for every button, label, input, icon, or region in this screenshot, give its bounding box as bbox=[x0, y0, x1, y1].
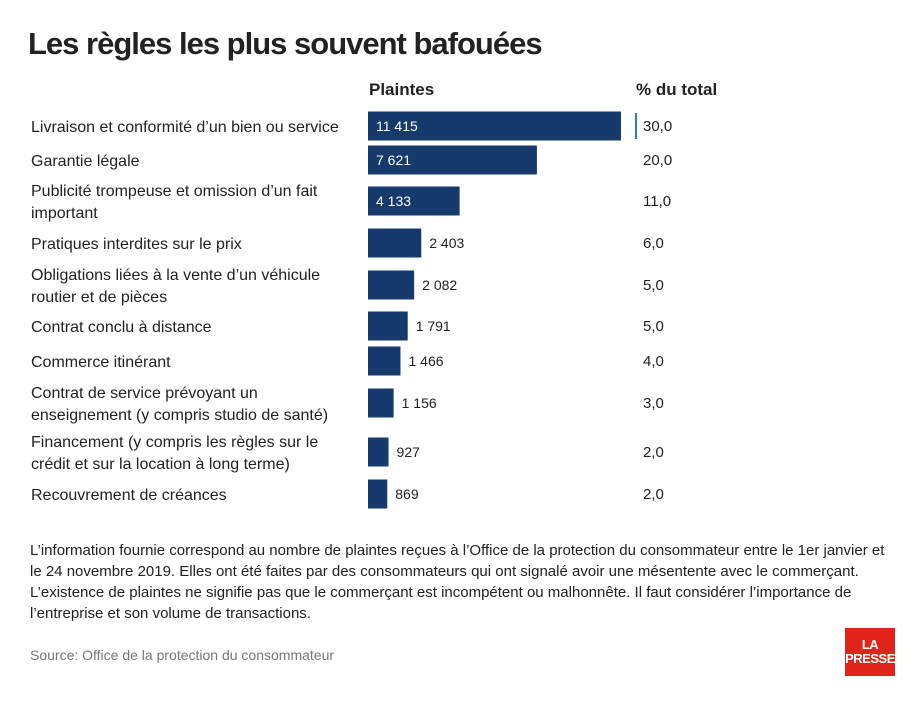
percent-label: 2,0 bbox=[643, 444, 664, 461]
category-label: important bbox=[31, 205, 98, 222]
percent-label: 30,0 bbox=[643, 118, 672, 135]
bar bbox=[368, 186, 460, 216]
category-label: Pratiques interdites sur le prix bbox=[31, 236, 242, 253]
percent-label: 5,0 bbox=[643, 318, 664, 335]
bar bbox=[368, 111, 621, 141]
category-label: Commerce itinérant bbox=[31, 354, 171, 371]
bar-value-label: 869 bbox=[395, 486, 419, 502]
bar-value-label: 4 133 bbox=[376, 193, 411, 209]
bar bbox=[368, 388, 394, 418]
percent-label: 20,0 bbox=[643, 152, 672, 169]
bar bbox=[368, 270, 415, 300]
logo-line-1: LA bbox=[861, 637, 879, 652]
logo-line-2: PRESSE bbox=[845, 651, 895, 666]
chart-title: Les règles les plus souvent bafouées bbox=[28, 26, 543, 61]
bar-value-label: 1 791 bbox=[416, 318, 451, 334]
category-label: Recouvrement de créances bbox=[31, 487, 227, 504]
category-label: Financement (y compris les règles sur le bbox=[31, 434, 318, 451]
bar bbox=[368, 228, 422, 258]
percent-label: 3,0 bbox=[643, 395, 664, 412]
category-label: Contrat de service prévoyant un bbox=[31, 385, 258, 402]
bar-value-label: 2 082 bbox=[422, 277, 457, 293]
bar bbox=[368, 145, 537, 175]
source-note: Source: Office de la protection du conso… bbox=[30, 647, 335, 663]
bar-chart: 11 415 Livraison et conformité d’un bien … bbox=[31, 111, 672, 509]
bar-value-label: 1 466 bbox=[408, 353, 443, 369]
percent-label: 11,0 bbox=[643, 193, 671, 210]
category-label: Livraison et conformité d’un bien ou ser… bbox=[31, 119, 339, 136]
percent-label: 2,0 bbox=[643, 486, 664, 503]
footnote: L’information fournie correspond au nomb… bbox=[30, 542, 885, 622]
column-header-plaintes: Plaintes bbox=[369, 80, 435, 99]
bar bbox=[368, 479, 388, 509]
bar bbox=[368, 437, 389, 467]
bar-value-label: 7 621 bbox=[376, 152, 411, 168]
bar bbox=[368, 346, 401, 376]
category-label: Obligations liées à la vente d’un véhicu… bbox=[31, 267, 320, 284]
category-label: enseignement (y compris studio de santé) bbox=[31, 407, 328, 424]
percent-label: 6,0 bbox=[643, 235, 664, 252]
bar-value-label: 2 403 bbox=[429, 235, 464, 251]
column-header-percent: % du total bbox=[636, 80, 718, 99]
category-label: routier et de pièces bbox=[31, 289, 167, 306]
category-label: Contrat conclu à distance bbox=[31, 319, 212, 336]
bar-value-label: 11 415 bbox=[376, 118, 418, 134]
la-presse-logo: LA PRESSE bbox=[845, 628, 895, 676]
percent-label: 4,0 bbox=[643, 353, 664, 370]
percent-label: 5,0 bbox=[643, 277, 664, 294]
category-label: Publicité trompeuse et omission d’un fai… bbox=[31, 183, 318, 200]
bar bbox=[368, 311, 408, 341]
category-label: crédit et sur la location à long terme) bbox=[31, 456, 290, 473]
bar-value-label: 1 156 bbox=[402, 395, 437, 411]
bar-value-label: 927 bbox=[397, 444, 421, 460]
category-label: Garantie légale bbox=[31, 153, 140, 170]
